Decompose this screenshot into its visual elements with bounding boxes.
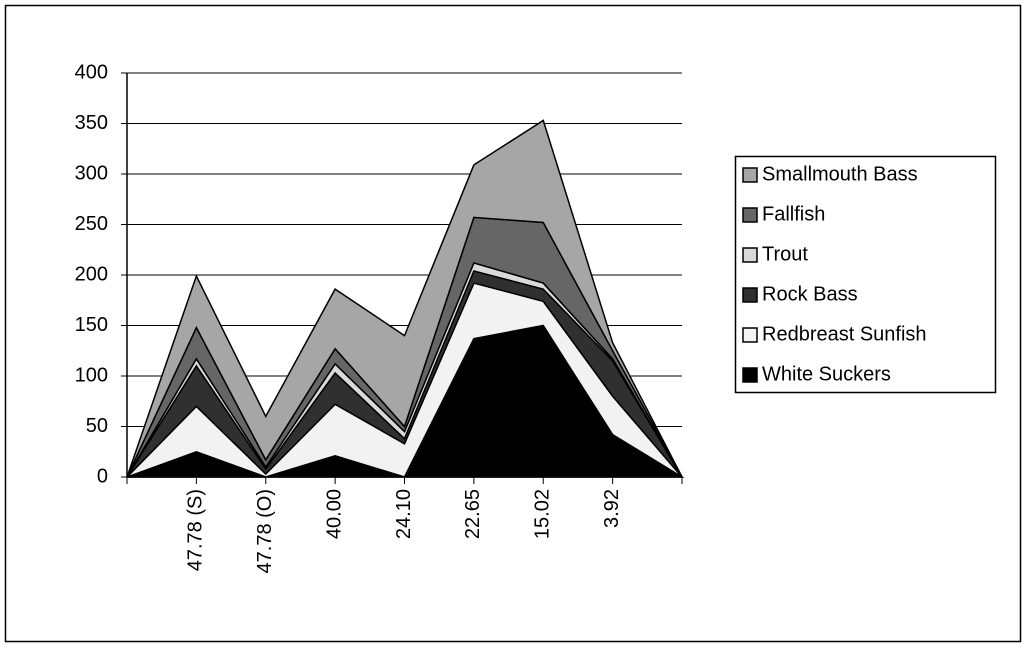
legend-label: Fallfish — [762, 203, 825, 225]
y-tick-label: 300 — [75, 162, 108, 184]
legend-label: Rock Bass — [762, 283, 858, 305]
legend-label: Redbreast Sunfish — [762, 323, 927, 345]
y-tick-label: 150 — [75, 314, 108, 336]
x-tick-label: 47.78 (S) — [185, 489, 207, 571]
legend-swatch — [742, 207, 758, 223]
legend-swatch — [742, 327, 758, 343]
legend-label: White Suckers — [762, 363, 891, 385]
legend-swatch — [742, 367, 758, 383]
x-tick-label: 15.02 — [532, 489, 554, 539]
legend-swatch — [742, 287, 758, 303]
x-tick-label: 22.65 — [462, 489, 484, 539]
y-tick-label: 400 — [75, 61, 108, 83]
y-tick-label: 250 — [75, 213, 108, 235]
y-tick-label: 350 — [75, 112, 108, 134]
y-tick-label: 50 — [86, 415, 108, 437]
legend-box — [734, 155, 997, 394]
x-tick-label: 3.92 — [601, 489, 623, 528]
x-tick-label: 47.78 (O) — [254, 489, 276, 573]
legend-label: Trout — [762, 243, 808, 265]
x-tick-label: 40.00 — [323, 489, 345, 539]
y-tick-label: 100 — [75, 364, 108, 386]
y-tick-label: 0 — [97, 465, 108, 487]
x-tick-label: 24.10 — [393, 489, 415, 539]
y-tick-label: 200 — [75, 263, 108, 285]
legend-swatch — [742, 247, 758, 263]
legend-label: Smallmouth Bass — [762, 163, 918, 185]
legend-swatch — [742, 167, 758, 183]
